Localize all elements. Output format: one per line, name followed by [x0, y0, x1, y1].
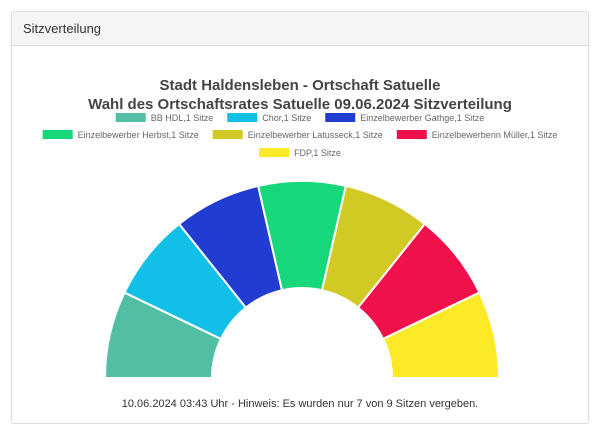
chart-legend: BB HDL,1 Sitze Chor,1 Sitze Einzelbewerber… [42, 113, 558, 158]
legend-label: Chor,1 Sitze [262, 113, 311, 123]
chart-title: Stadt Haldensleben - Ortschaft Satuelle [160, 77, 441, 94]
seat-distribution-panel: Sitzverteilung Stadt Haldensleben - Orts… [11, 11, 589, 424]
footer-note: 10.06.2024 03:43 Uhr - Hinweis: Es wurde… [121, 398, 479, 410]
seat-arcs [103, 180, 501, 379]
legend-item[interactable]: Einzelbewerber Gathge,1 Sitze [325, 113, 484, 123]
legend-item[interactable]: Einzelbewerber Herbst,1 Sitze [42, 130, 199, 140]
legend-item[interactable]: Einzelbewerber Latusseck,1 Sitze [212, 130, 383, 140]
seat-arc-fdp[interactable] [381, 291, 501, 379]
panel-header: Sitzverteilung [12, 12, 588, 46]
legend-item[interactable]: Einzelbewerberin Müller,1 Sitze [396, 130, 558, 140]
legend-label: Einzelbewerberin Müller,1 Sitze [432, 130, 558, 140]
legend-swatch [259, 148, 290, 157]
legend-item[interactable]: Chor,1 Sitze [227, 113, 311, 123]
legend-item[interactable]: FDP,1 Sitze [259, 148, 341, 158]
legend-label: Einzelbewerber Herbst,1 Sitze [78, 130, 199, 140]
legend-swatch [115, 113, 146, 122]
legend-label: Einzelbewerber Gathge,1 Sitze [360, 113, 484, 123]
legend-label: FDP,1 Sitze [294, 148, 341, 158]
panel-title: Sitzverteilung [23, 21, 102, 36]
legend-swatch [42, 130, 73, 139]
legend-label: BB HDL,1 Sitze [151, 113, 214, 123]
seat-distribution-chart: Stadt Haldensleben - Ortschaft Satuelle … [42, 77, 558, 379]
legend-swatch [212, 130, 243, 139]
legend-label: Einzelbewerber Latusseck,1 Sitze [248, 130, 383, 140]
chart-subtitle: Wahl des Ortschaftsrates Satuelle 09.06.… [88, 96, 512, 113]
legend-swatch [325, 113, 356, 122]
legend-item[interactable]: BB HDL,1 Sitze [115, 113, 214, 123]
legend-swatch [396, 130, 427, 139]
legend-swatch [227, 113, 258, 122]
